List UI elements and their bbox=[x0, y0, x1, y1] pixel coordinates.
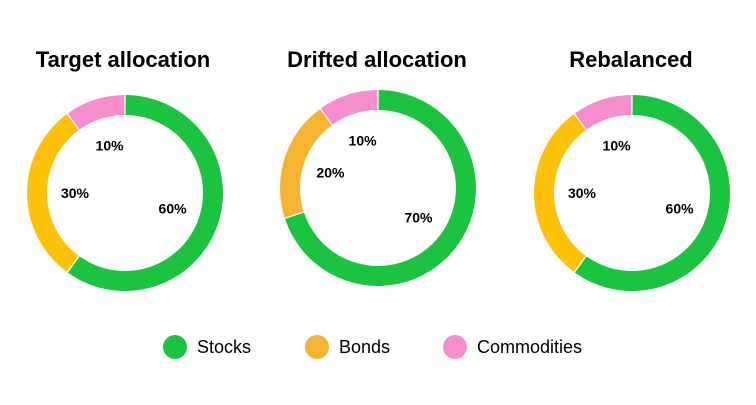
slice-label-bonds: 20% bbox=[316, 165, 345, 181]
legend: Stocks Bonds Commodities bbox=[163, 335, 582, 359]
legend-item-bonds: Bonds bbox=[305, 335, 390, 359]
donut-slice-bonds bbox=[280, 109, 332, 218]
legend-label-stocks: Stocks bbox=[197, 337, 251, 357]
slice-label-commodities: 10% bbox=[349, 132, 378, 148]
slice-label-stocks: 60% bbox=[159, 200, 188, 216]
donut-slice-bonds bbox=[27, 114, 79, 272]
donut-slice-commodities bbox=[320, 90, 378, 125]
chart-title: Target allocation bbox=[36, 47, 210, 72]
donut-chart-rebalanced: Rebalanced 60% 30% 10% bbox=[534, 47, 730, 292]
donut-slice-commodities bbox=[67, 95, 125, 130]
legend-item-commodities: Commodities bbox=[443, 335, 582, 359]
legend-item-stocks: Stocks bbox=[163, 335, 251, 359]
legend-label-bonds: Bonds bbox=[339, 337, 390, 357]
donut-slice-commodities bbox=[574, 95, 632, 130]
chart-title: Drifted allocation bbox=[287, 47, 467, 72]
slice-label-commodities: 10% bbox=[603, 137, 632, 153]
legend-swatch-bonds bbox=[305, 335, 329, 359]
chart-title: Rebalanced bbox=[569, 47, 693, 72]
slice-label-bonds: 30% bbox=[568, 185, 597, 201]
slice-label-commodities: 10% bbox=[96, 137, 125, 153]
slice-label-bonds: 30% bbox=[61, 185, 90, 201]
legend-label-commodities: Commodities bbox=[477, 337, 582, 357]
donut-slice-bonds bbox=[534, 114, 586, 272]
legend-swatch-stocks bbox=[163, 335, 187, 359]
slice-label-stocks: 60% bbox=[666, 200, 695, 216]
donut-slice-stocks bbox=[67, 95, 224, 292]
slice-label-stocks: 70% bbox=[404, 209, 433, 225]
legend-swatch-commodities bbox=[443, 335, 467, 359]
donut-chart-drifted-allocation: Drifted allocation 70% 20% 10% bbox=[280, 47, 477, 287]
donut-chart-target-allocation: Target allocation 60% 30% 10% bbox=[27, 47, 224, 292]
donut-slice-stocks bbox=[574, 95, 730, 292]
